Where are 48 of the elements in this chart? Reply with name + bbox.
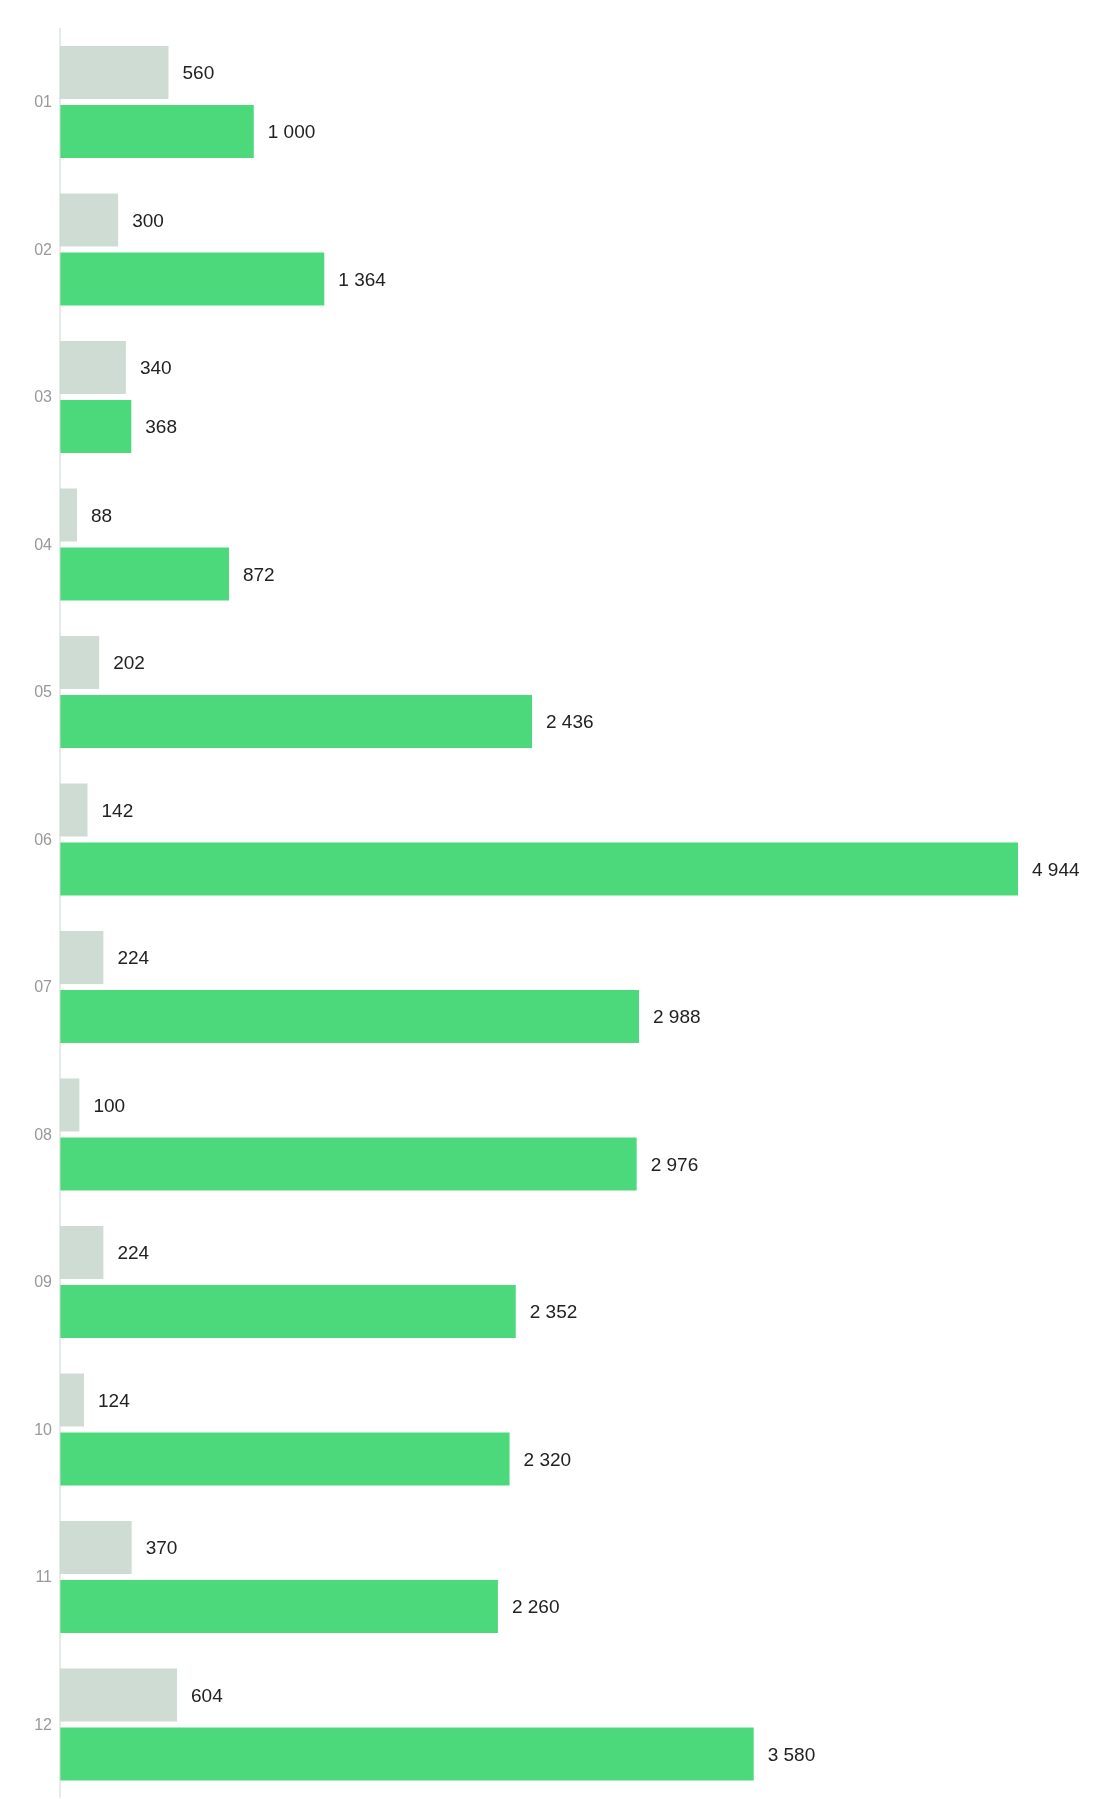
- bar: [60, 252, 325, 306]
- data-label: 2 260: [511, 1596, 560, 1618]
- data-label: 2 988: [652, 1006, 701, 1028]
- data-label: 88: [91, 504, 113, 526]
- y-tick-label: 10: [34, 1420, 53, 1438]
- bar: [60, 1580, 498, 1633]
- y-tick-label: 03: [34, 388, 53, 406]
- y-tick-label: 05: [34, 683, 53, 701]
- y-tick-label: 12: [34, 1715, 53, 1733]
- bar: [60, 400, 132, 453]
- data-label: 872: [242, 563, 275, 585]
- data-label: 560: [182, 62, 215, 84]
- data-label: 4 944: [1032, 858, 1080, 880]
- data-label: 1 364: [338, 268, 387, 290]
- data-label: 2 436: [546, 711, 594, 733]
- y-tick-label: 04: [34, 535, 53, 553]
- data-label: 2 976: [650, 1153, 699, 1175]
- data-label: 2 320: [523, 1448, 572, 1470]
- data-label: 202: [113, 652, 145, 674]
- data-label: 142: [101, 799, 134, 821]
- y-tick-label: 01: [34, 93, 53, 111]
- bar: [60, 1727, 754, 1781]
- bar: [60, 1285, 516, 1338]
- data-label: 604: [191, 1684, 224, 1706]
- data-label: 1 000: [267, 121, 316, 143]
- y-tick-label: 06: [34, 830, 53, 848]
- bar: [60, 105, 254, 158]
- bar: [60, 547, 229, 601]
- data-label: 3 580: [767, 1743, 816, 1765]
- data-label: 2 352: [529, 1301, 578, 1323]
- y-tick-label: 11: [35, 1568, 53, 1586]
- data-label: 370: [145, 1537, 178, 1559]
- bar: [60, 695, 533, 748]
- bar: [60, 1137, 637, 1191]
- data-label: 300: [132, 209, 164, 231]
- y-tick-label: 09: [34, 1273, 53, 1291]
- data-label: 100: [93, 1094, 126, 1116]
- bar: [60, 990, 639, 1043]
- bar: [60, 1432, 510, 1486]
- data-label: 124: [98, 1389, 131, 1411]
- y-tick-label: 08: [34, 1125, 53, 1143]
- data-label: 224: [117, 947, 150, 969]
- bar: [60, 842, 1018, 896]
- data-label: 340: [139, 357, 172, 379]
- data-label: 368: [145, 416, 178, 438]
- data-label: 224: [117, 1242, 150, 1264]
- y-tick-label: 07: [34, 978, 53, 996]
- y-tick-label: 02: [34, 240, 53, 258]
